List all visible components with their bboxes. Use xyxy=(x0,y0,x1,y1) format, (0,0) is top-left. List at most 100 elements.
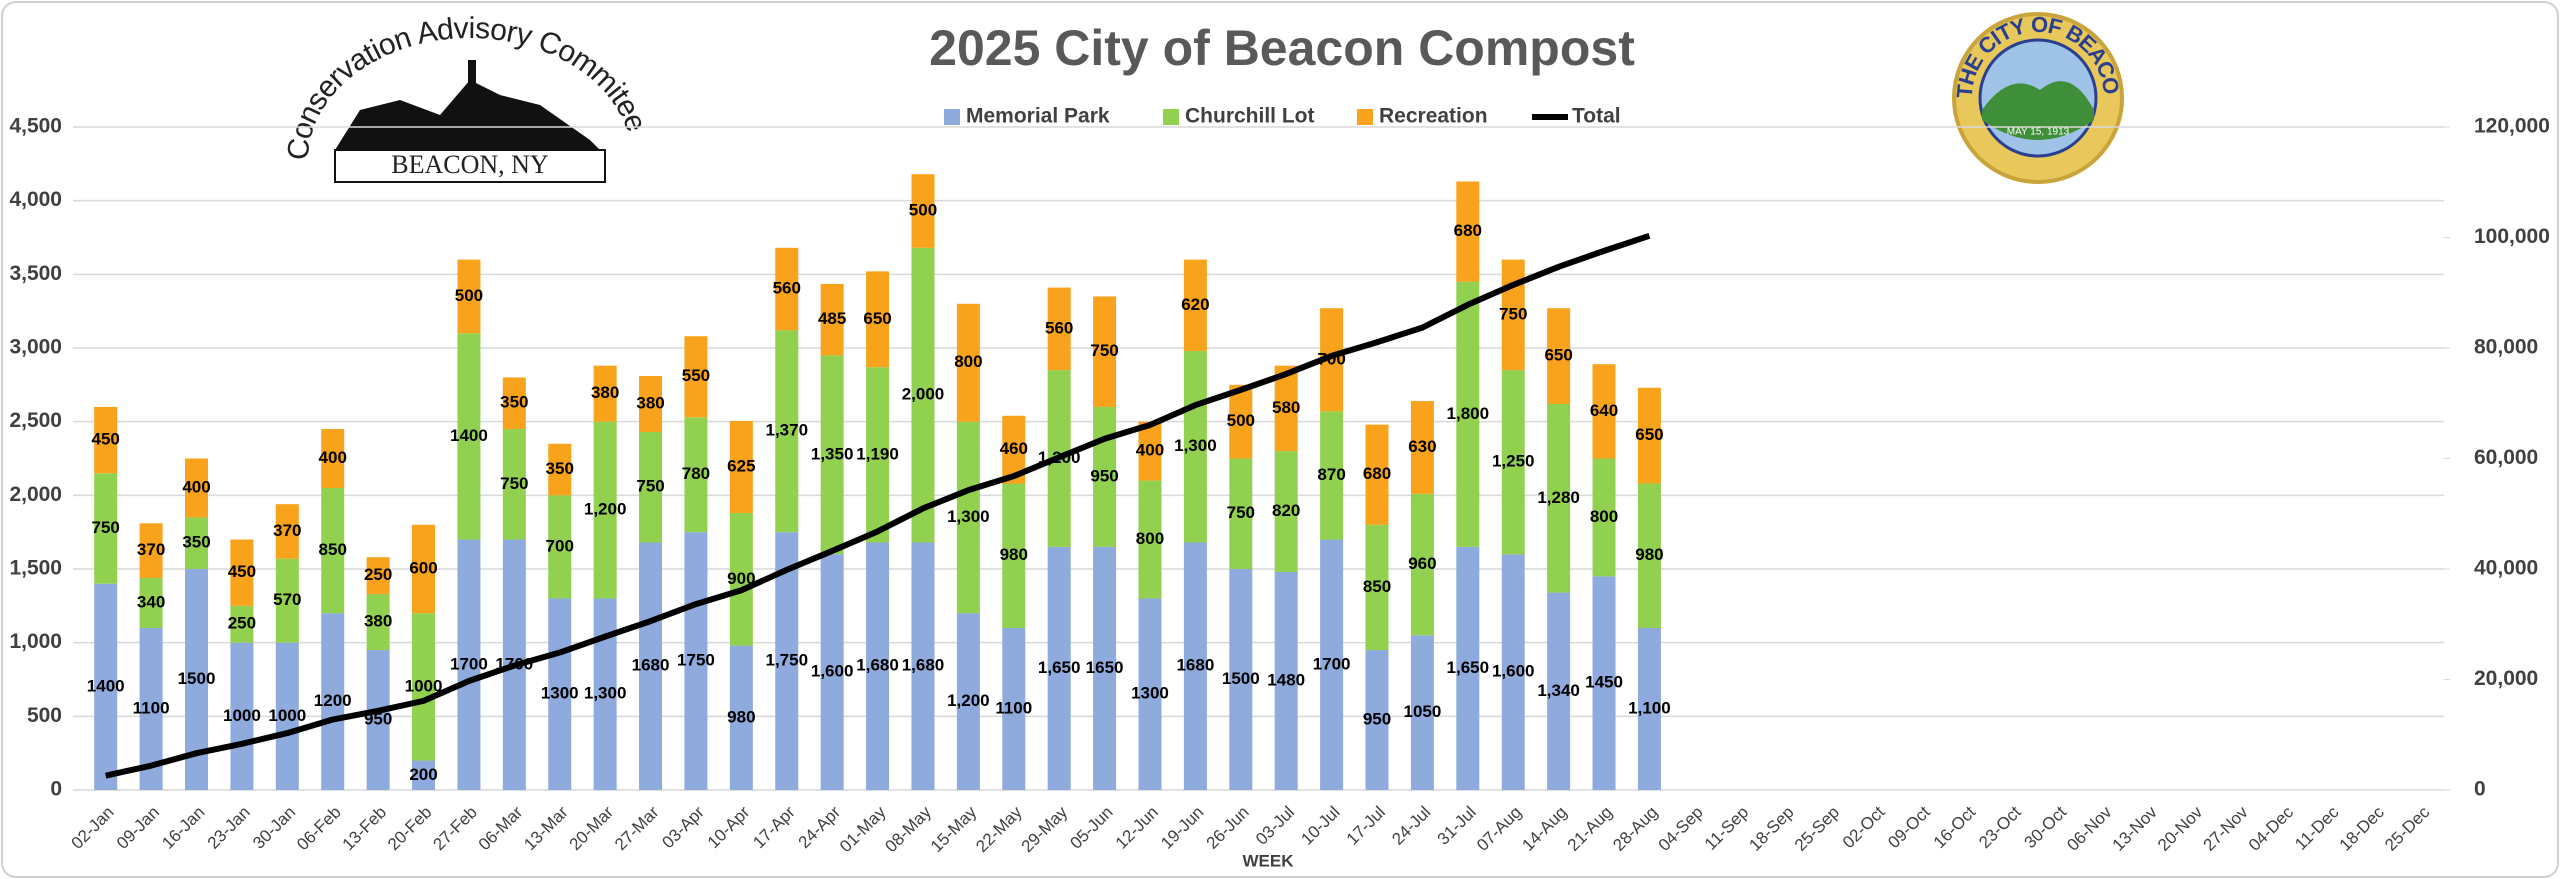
y2-tick-label: 0 xyxy=(2474,778,2486,801)
bar-segment xyxy=(911,247,935,543)
value-label: 650 xyxy=(1544,346,1572,365)
bar-segment xyxy=(911,174,935,248)
seal-date: MAY 15, 1913 xyxy=(2007,127,2070,138)
bar-segment xyxy=(412,760,436,790)
value-label: 380 xyxy=(364,612,392,631)
bar-segment xyxy=(956,421,980,614)
y-tick-label: 2,500 xyxy=(9,409,62,432)
value-label: 680 xyxy=(1363,464,1391,483)
value-label: 1,300 xyxy=(947,507,990,526)
bar-segment xyxy=(1183,259,1207,351)
value-label: 950 xyxy=(364,710,392,729)
value-label: 350 xyxy=(546,459,574,478)
value-label: 1,200 xyxy=(1038,448,1081,467)
legend-label: Memorial Park xyxy=(966,105,1110,128)
bar-segment xyxy=(956,303,980,422)
value-label: 500 xyxy=(455,286,483,305)
value-label: 380 xyxy=(591,383,619,402)
bar-segment xyxy=(729,645,753,790)
value-label: 960 xyxy=(1408,554,1436,573)
value-label: 1,340 xyxy=(1537,681,1580,700)
value-label: 1,680 xyxy=(902,656,945,675)
value-label: 640 xyxy=(1590,401,1618,420)
value-label: 1450 xyxy=(1585,673,1623,692)
value-label: 400 xyxy=(1136,441,1164,460)
value-label: 570 xyxy=(273,590,301,609)
bar-segment xyxy=(1410,401,1434,494)
bar-segment xyxy=(1138,421,1162,481)
value-label: 550 xyxy=(682,366,710,385)
bar-segment xyxy=(1365,424,1389,525)
y-tick-label: 1,000 xyxy=(9,630,62,653)
y2-tick-label: 60,000 xyxy=(2474,446,2538,469)
bar-segment xyxy=(1183,350,1207,543)
bar-segment xyxy=(1592,576,1616,790)
logo-banner xyxy=(334,149,606,183)
bar-segment xyxy=(1138,598,1162,790)
bar-segment xyxy=(275,558,299,643)
value-label: 900 xyxy=(727,569,755,588)
value-label: 750 xyxy=(500,474,528,493)
y-tick-label: 2,000 xyxy=(9,483,62,506)
bar-segment xyxy=(230,539,254,606)
bar-segment xyxy=(684,532,708,790)
bar-segment xyxy=(139,577,163,628)
value-label: 1100 xyxy=(995,698,1032,717)
bar-segment xyxy=(775,532,799,790)
value-label: 700 xyxy=(546,536,574,555)
value-label: 625 xyxy=(727,456,755,475)
value-label: 980 xyxy=(1000,545,1028,564)
bar-segment xyxy=(593,421,617,599)
value-label: 1,190 xyxy=(856,444,899,463)
chart-title: 2025 City of Beacon Compost xyxy=(929,20,1635,76)
value-label: 1,280 xyxy=(1537,488,1580,507)
y-tick-label: 3,500 xyxy=(9,262,62,285)
value-label: 370 xyxy=(273,521,301,540)
y-tick-label: 500 xyxy=(27,704,62,727)
bar-segment xyxy=(1320,411,1344,540)
value-label: 1700 xyxy=(450,654,488,673)
value-label: 700 xyxy=(1317,349,1345,368)
value-label: 870 xyxy=(1317,465,1345,484)
value-label: 560 xyxy=(1045,318,1073,337)
bar-segment xyxy=(94,473,118,584)
value-label: 750 xyxy=(1090,341,1118,360)
legend-swatch xyxy=(944,109,960,125)
bar-segment xyxy=(275,642,299,790)
value-label: 1,350 xyxy=(811,444,854,463)
legend-label: Recreation xyxy=(1379,105,1488,128)
bar-segment xyxy=(1274,571,1298,790)
bar-segment xyxy=(1183,542,1207,790)
bar-segment xyxy=(185,458,209,518)
value-label: 1,100 xyxy=(1628,698,1671,717)
bar-segment xyxy=(684,417,708,533)
bar-segment xyxy=(366,594,390,651)
bar-segment xyxy=(1365,650,1389,790)
value-label: 400 xyxy=(182,477,210,496)
value-label: 1300 xyxy=(1131,684,1169,703)
value-label: 750 xyxy=(636,477,664,496)
bar-segment xyxy=(366,557,390,595)
bar-segment xyxy=(1637,387,1661,484)
value-label: 350 xyxy=(500,393,528,412)
value-label: 800 xyxy=(1136,529,1164,548)
bar-segment xyxy=(1047,546,1071,790)
value-label: 460 xyxy=(1000,439,1028,458)
logo-tower xyxy=(468,60,476,100)
bar-segment xyxy=(94,406,118,474)
value-label: 1500 xyxy=(1222,669,1260,688)
bar-segment xyxy=(1002,415,1026,484)
bar-segment xyxy=(321,487,345,614)
bar-segment xyxy=(820,283,844,356)
bar-segment xyxy=(1501,370,1525,555)
value-label: 1000 xyxy=(223,706,261,725)
value-label: 800 xyxy=(1590,507,1618,526)
bar-segment xyxy=(639,375,663,432)
bar-segment xyxy=(911,542,935,790)
y-tick-label: 0 xyxy=(50,778,62,801)
bar-segment xyxy=(275,504,299,559)
value-label: 250 xyxy=(364,565,392,584)
bar-segment xyxy=(1456,546,1480,790)
bar-segment xyxy=(548,443,572,496)
